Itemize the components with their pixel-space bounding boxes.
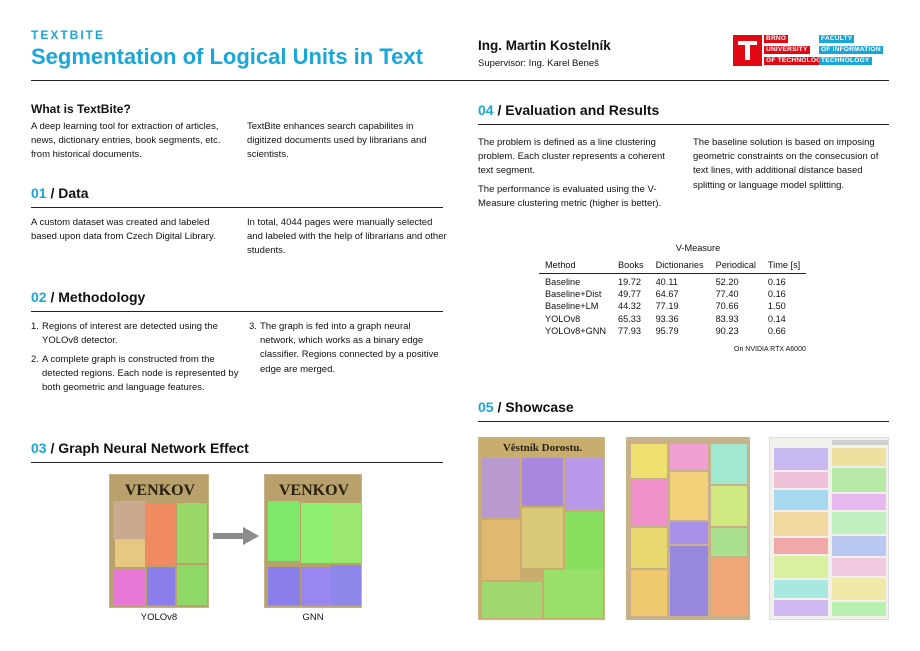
table-row: Baseline 19.72 40.11 52.20 0.16 (545, 277, 786, 287)
supervisor-name: Supervisor: Ing. Karel Beneš (478, 58, 599, 69)
methodology-divider (31, 311, 443, 312)
methodology-heading: 02 / Methodology (31, 289, 146, 305)
logo-line-fit-technology: TECHNOLOGY (819, 57, 872, 65)
showcase-masthead: Věstník Dorostu. (502, 442, 583, 454)
logo-line-faculty: FACULTY (819, 35, 855, 43)
col-method: Method (539, 260, 613, 274)
method-step-1: 1. Regions of interest are detected using… (31, 321, 218, 347)
what-is-text-1: A deep learning tool for extraction of a… (31, 121, 221, 161)
data-text-2: In total, 4044 pages were manually selec… (247, 217, 447, 257)
table-row: Baseline+LM 44.32 77.19 70.66 1.50 (545, 301, 786, 312)
evaluation-divider (478, 124, 889, 125)
table-row: YOLOv8+GNN 77.93 95.79 90.23 0.66 (545, 325, 786, 336)
yolo-masthead: VENKOV (124, 482, 196, 499)
col-books: Books (612, 260, 650, 274)
data-divider (31, 207, 443, 208)
data-text-1: A custom dataset was created and labeled… (31, 217, 216, 243)
method-step-3: 3. The graph is fed into a graph neural n… (249, 321, 439, 375)
evaluation-text-2: The performance is evaluated using the V… (478, 184, 662, 210)
table-row: Baseline+Dist 49.77 64.67 77.40 0.16 (545, 289, 786, 300)
what-is-heading: What is TextBite? (31, 102, 131, 116)
brand-label: TEXTBITE (31, 28, 106, 42)
table-header-row: Method Books Dictionaries Periodical Tim… (539, 260, 807, 274)
col-time: Time [s] (761, 260, 807, 274)
table-row: YOLOv8 65.33 93.36 83.93 0.14 (545, 313, 786, 324)
logo-line-brno: BRNO (764, 35, 789, 43)
university-logo: BRNO UNIVERSITY OF TECHNOLOGY FACULTY OF… (733, 35, 883, 67)
gnn-masthead: VENKOV (278, 482, 350, 499)
data-heading: 01 / Data (31, 185, 89, 201)
yolo-result-page: VENKOV (109, 474, 209, 608)
method-step-2: 2. A complete graph is constructed from t… (31, 354, 239, 394)
header-divider (31, 80, 889, 81)
evaluation-text-3: The baseline solution is based on imposi… (693, 137, 879, 191)
gnn-caption: GNN (302, 612, 324, 623)
evaluation-heading: 04 / Evaluation and Results (478, 102, 660, 118)
showcase-divider (478, 421, 889, 422)
evaluation-text-1: The problem is defined as a line cluster… (478, 137, 665, 177)
col-periodical: Periodical (709, 260, 762, 274)
logo-line-technology: OF TECHNOLOGY (764, 57, 829, 65)
gnn-effect-divider (31, 462, 443, 463)
showcase-page-dictionary (769, 437, 889, 620)
author-name: Ing. Martin Kostelník (478, 38, 611, 53)
showcase-page-book (626, 437, 750, 620)
table-note: On NVIDIA RTX A6000 (734, 346, 806, 353)
logo-line-information: OF INFORMATION (819, 46, 883, 54)
what-is-text-2: TextBite enhances search capabilites in … (247, 121, 427, 161)
poster-title: Segmentation of Logical Units in Text (31, 44, 423, 69)
arrow-right-icon (213, 527, 259, 545)
table-group-header: V-Measure (675, 243, 721, 253)
yolo-caption: YOLOv8 (140, 612, 178, 623)
gnn-effect-heading: 03 / Graph Neural Network Effect (31, 440, 249, 456)
showcase-page-periodical: Věstník Dorostu. (478, 437, 605, 620)
results-table: Method Books Dictionaries Periodical Tim… (539, 260, 807, 337)
col-dictionaries: Dictionaries (649, 260, 710, 274)
showcase-heading: 05 / Showcase (478, 399, 574, 415)
logo-t-mark (733, 35, 762, 66)
gnn-result-page: VENKOV (264, 474, 362, 608)
logo-line-university: UNIVERSITY (764, 46, 810, 54)
